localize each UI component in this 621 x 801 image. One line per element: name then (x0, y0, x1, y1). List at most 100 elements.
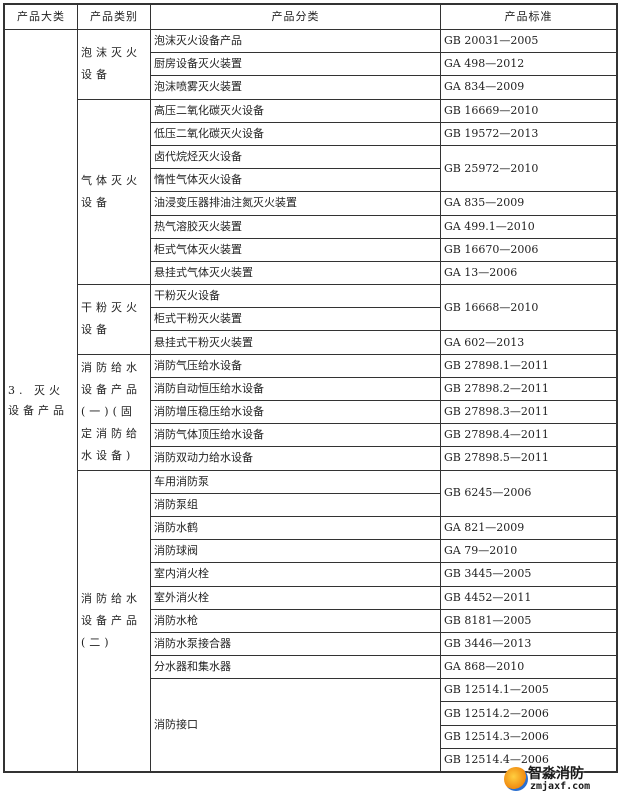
table-row: 消防双动力给水设备 GB 27898.5—2011 (4, 446, 618, 471)
category-cell: 气体灭火设备 (77, 98, 151, 286)
table-row: 消防水泵接合器 GB 3446—2013 (4, 631, 618, 657)
table-row: 消防增压稳压给水设备 GB 27898.3—2011 (4, 399, 618, 425)
product-cell: 车用消防泵 (150, 469, 441, 494)
standard-cell: GB 12514.2—2006 (440, 701, 618, 726)
standard-cell: GB 25972—2010 (440, 144, 618, 193)
standard-cell: GB 27898.3—2011 (440, 399, 618, 425)
header-major-category: 产品大类 (3, 3, 78, 30)
standard-cell: GB 8181—2005 (440, 608, 618, 633)
product-cell: 干粉灭火设备 (150, 284, 441, 309)
major-category-cell: 3. 灭火设备产品 (3, 29, 78, 773)
category-cell: 干粉灭火设备 (77, 284, 151, 355)
product-cell: 高压二氧化碳灭火设备 (150, 98, 441, 123)
header-classification: 产品分类 (150, 3, 441, 30)
product-cell: 消防接口 (150, 678, 441, 773)
standard-cell: GB 27898.2—2011 (440, 376, 618, 402)
watermark-url: zmjaxf.com (530, 781, 591, 792)
table-row: 低压二氧化碳灭火设备 GB 19572—2013 (4, 121, 618, 146)
standard-cell: GA 835—2009 (440, 191, 618, 216)
table-row: 消防给水设备产品(一)(固定消防给水设备) 消防气压给水设备 GB 27898.1—… (4, 353, 618, 471)
table-row: 干粉灭火设备 干粉灭火设备 GB 16668—2010 (4, 284, 618, 355)
standard-cell: GB 20031—2005 (440, 28, 618, 54)
watermark-name: 智淼消防 (528, 766, 584, 782)
standard-cell: GB 16670—2006 (440, 237, 618, 262)
table-row: GB 12514.4—2006 (4, 747, 618, 773)
product-cell: 油浸变压器排油注氮灭火装置 (150, 191, 441, 216)
product-cell: 消防气体顶压给水设备 (150, 423, 441, 448)
product-cell: 惰性气体灭火设备 (150, 168, 441, 193)
product-cell: 消防增压稳压给水设备 (150, 399, 441, 425)
standard-cell: GA 868—2010 (440, 655, 618, 680)
product-cell: 柜式气体灭火装置 (150, 237, 441, 262)
product-cell: 卤代烷烃灭火设备 (150, 144, 441, 170)
product-cell: 消防水泵接合器 (150, 631, 441, 657)
product-cell: 分水器和集水器 (150, 655, 441, 680)
product-cell: 厨房设备灭火装置 (150, 52, 441, 77)
header-standard: 产品标准 (440, 3, 618, 30)
product-cell: 热气溶胶灭火装置 (150, 214, 441, 239)
product-cell: 泡沫灭火设备产品 (150, 28, 441, 54)
table-row: 消防水鹤 GA 821—2009 (4, 515, 618, 541)
standard-cell: GA 13—2006 (440, 260, 618, 286)
product-cell: 泡沫喷雾灭火装置 (150, 75, 441, 100)
product-cell: 消防水枪 (150, 608, 441, 633)
table-row: 柜式气体灭火装置 GB 16670—2006 (4, 237, 618, 262)
category-cell: 消防给水设备产品(二) (77, 469, 151, 773)
product-cell: 低压二氧化碳灭火设备 (150, 121, 441, 146)
standard-cell: GA 602—2013 (440, 330, 618, 355)
product-cell: 柜式干粉灭火装置 (150, 307, 441, 332)
standard-cell: GB 6245—2006 (440, 469, 618, 517)
table-row: GB 12514.3—2006 (4, 724, 618, 749)
table-row: 消防气体顶压给水设备 GB 27898.4—2011 (4, 423, 618, 448)
standard-cell: GB 16668—2010 (440, 284, 618, 332)
product-cell: 悬挂式气体灭火装置 (150, 260, 441, 286)
standards-table: 产品大类 产品类别 产品分类 产品标准 3. 灭火设备产品 泡沫灭火设备 泡沫灭火设… (3, 3, 618, 773)
standard-cell: GA 79—2010 (440, 539, 618, 564)
standard-cell: GB 19572—2013 (440, 121, 618, 146)
table-row: 分水器和集水器 GA 868—2010 (4, 655, 618, 680)
standard-cell: GB 27898.5—2011 (440, 446, 618, 471)
table-row: 消防给水设备产品(二) 车用消防泵 GB 6245—2006 (4, 469, 618, 773)
category-cell: 泡沫灭火设备 (77, 29, 151, 100)
standard-cell: GB 12514.4—2006 (440, 747, 618, 773)
product-cell: 消防球阀 (150, 539, 441, 564)
table-row: 消防接口 GB 12514.1—2005 (4, 678, 618, 773)
product-cell: 消防水鹤 (150, 515, 441, 541)
standard-cell: GB 16669—2010 (440, 98, 618, 123)
watermark: 智淼消防 zmjaxf.com (504, 763, 616, 797)
product-cell: 消防气压给水设备 (150, 353, 441, 378)
table-row: 消防水枪 GB 8181—2005 (4, 608, 618, 633)
table-row: 厨房设备灭火装置 GA 498—2012 (4, 52, 618, 77)
table-row: 悬挂式气体灭火装置 GA 13—2006 (4, 260, 618, 286)
table-row: 惰性气体灭火设备 (4, 168, 617, 193)
standard-cell: GA 499.1—2010 (440, 214, 618, 239)
product-cell: 室外消火栓 (150, 585, 441, 610)
category-cell: 消防给水设备产品(一)(固定消防给水设备) (77, 353, 151, 471)
standard-cell: GB 27898.4—2011 (440, 423, 618, 448)
standard-cell: GA 834—2009 (440, 75, 618, 100)
standard-cell: GB 3446—2013 (440, 631, 618, 657)
product-cell: 室内消火栓 (150, 562, 441, 587)
standard-cell: GB 3445—2005 (440, 562, 618, 587)
standard-cell: GB 12514.1—2005 (440, 678, 618, 703)
product-cell: 悬挂式干粉灭火装置 (150, 330, 441, 355)
table-body: 3. 灭火设备产品 泡沫灭火设备 泡沫灭火设备产品 GB 20031—2005 厨房设备… (3, 28, 618, 773)
standard-cell: GA 821—2009 (440, 515, 618, 541)
product-cell: 消防泵组 (150, 492, 441, 517)
watermark-logo-icon (504, 767, 528, 791)
table-row: 泡沫喷雾灭火装置 GA 834—2009 (4, 75, 618, 100)
table-row: 油浸变压器排油注氮灭火装置 GA 835—2009 (4, 191, 618, 216)
header-category: 产品类别 (77, 3, 151, 30)
product-cell: 消防自动恒压给水设备 (150, 376, 441, 402)
standard-cell: GB 27898.1—2011 (440, 353, 618, 378)
table-row: 卤代烷烃灭火设备 GB 25972—2010 (4, 144, 618, 193)
table-row: 消防球阀 GA 79—2010 (4, 539, 618, 564)
product-cell: 消防双动力给水设备 (150, 446, 441, 471)
table-row: 3. 灭火设备产品 泡沫灭火设备 泡沫灭火设备产品 GB 20031—2005 (3, 28, 618, 773)
standard-cell: GA 498—2012 (440, 52, 618, 77)
standard-cell: GB 12514.3—2006 (440, 724, 618, 749)
table-row: 气体灭火设备 高压二氧化碳灭火设备 GB 16669—2010 (4, 98, 618, 286)
table-row: 热气溶胶灭火装置 GA 499.1—2010 (4, 214, 618, 239)
header-row: 产品大类 产品类别 产品分类 产品标准 (3, 3, 618, 30)
standard-cell: GB 4452—2011 (440, 585, 618, 610)
